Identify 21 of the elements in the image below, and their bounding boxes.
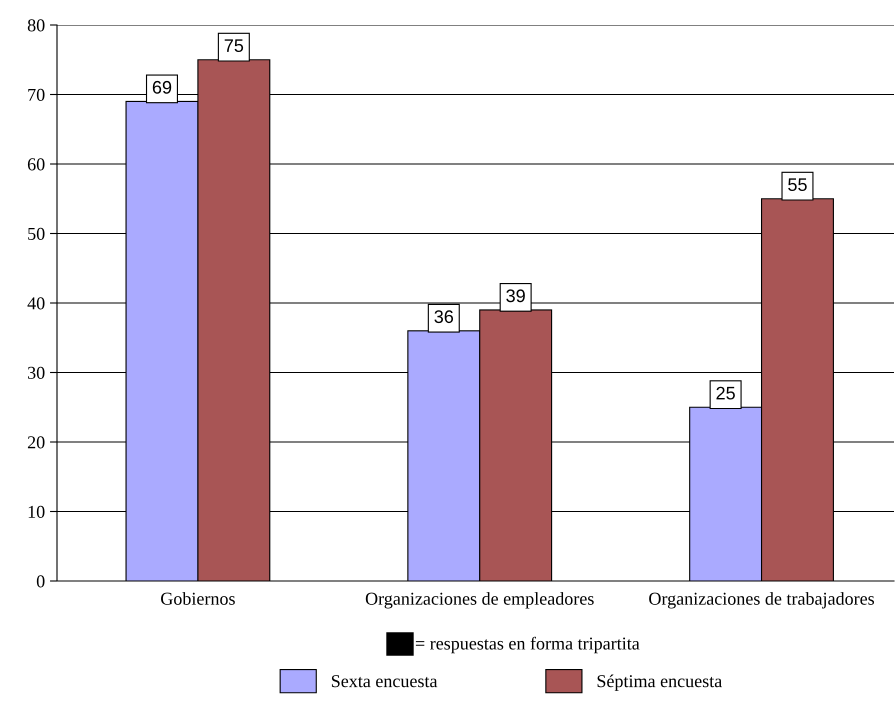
data-label: 25	[716, 386, 735, 400]
data-label: 55	[788, 178, 807, 192]
data-label: 39	[506, 289, 525, 302]
legend-label: Sexta encuesta	[332, 675, 438, 688]
x-tick-label: Organizaciones de trabajadores	[649, 592, 874, 609]
text: = respuestas en forma tripartita	[416, 636, 640, 654]
y-tick-label: 20	[28, 436, 45, 448]
x-tick-label: Organizaciones de empleadores	[366, 592, 594, 609]
data-label: 36	[434, 310, 454, 324]
legend-label: Séptima encuesta	[598, 674, 722, 691]
y-tick-label: 30	[28, 366, 45, 379]
data-label: 75	[224, 39, 244, 52]
y-tick-label: 50	[28, 228, 45, 240]
y-tick-label: 70	[28, 88, 45, 101]
x-tick-label: Gobiernos	[161, 592, 235, 605]
y-tick-label: 10	[28, 506, 45, 518]
y-tick-label: 40	[27, 297, 45, 310]
y-tick-label: 80	[28, 19, 45, 32]
data-label: 69	[152, 80, 172, 94]
y-tick-label: 0	[36, 575, 45, 588]
y-tick-label: 60	[28, 158, 45, 170]
